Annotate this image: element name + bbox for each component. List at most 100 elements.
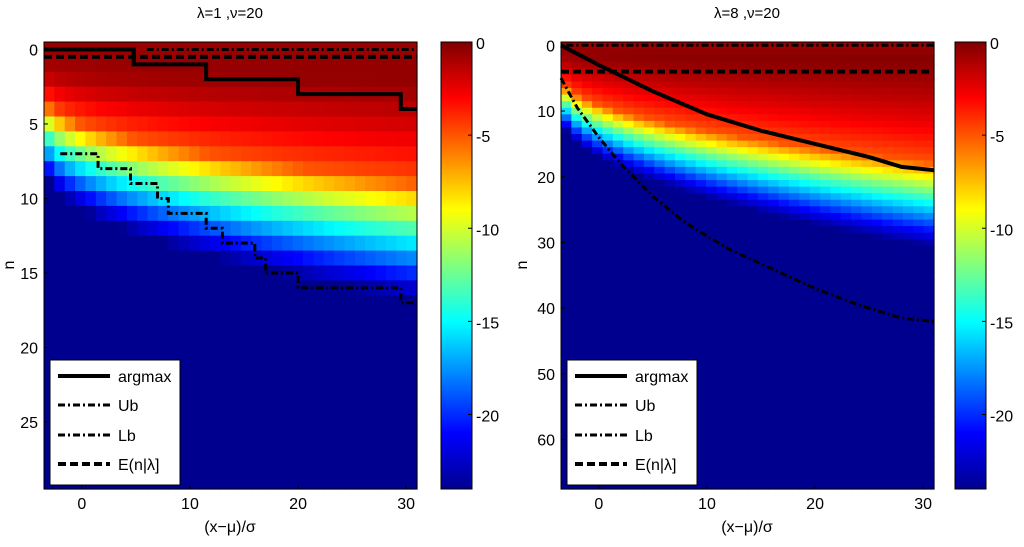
heatmap-cell [612,252,624,260]
heatmap-cell [654,232,666,240]
heatmap-cell [809,383,821,391]
heatmap-cell [602,337,614,345]
heatmap-cell [768,324,780,332]
heatmap-cell [303,131,314,147]
heatmap-cell [695,383,707,391]
heatmap-cell [747,245,759,253]
heatmap-cell [375,265,387,281]
heatmap-cell [44,161,55,177]
heatmap-cell [882,298,894,306]
heatmap-cell [892,134,904,142]
heatmap-cell [313,459,325,475]
heatmap-cell [788,114,800,122]
heatmap-cell [95,191,107,207]
heatmap-cell [685,101,697,109]
heatmap-cell [882,232,894,240]
heatmap-cell [75,340,87,356]
heatmap-cell [199,369,211,386]
heatmap-cell [695,475,707,484]
heatmap-cell [726,193,738,201]
heatmap-cell [820,449,831,457]
heatmap-cell [344,220,356,237]
heatmap-cell [799,206,811,214]
heatmap-cell [799,212,811,221]
heatmap-cell [871,120,883,129]
heatmap-cell [602,61,614,69]
heatmap-cell [913,423,925,431]
heatmap-cell [809,114,821,122]
heatmap-cell [561,140,572,148]
heatmap-cell [571,285,583,293]
heatmap-cell [685,291,697,299]
heatmap-cell [913,232,925,240]
heatmap-cell [830,410,842,418]
heatmap-cell [778,304,790,313]
heatmap-cell [685,134,697,142]
heatmap-cell [674,245,686,253]
heatmap-cell [861,160,873,168]
heatmap-cell [365,325,377,341]
heatmap-cell [571,180,583,188]
heatmap-cell [861,344,873,352]
heatmap-cell [799,403,811,411]
legend-argmax-label: argmax [118,369,171,386]
heatmap-cell [592,147,604,155]
heatmap-cell [799,127,811,135]
heatmap-cell [137,161,149,177]
heatmap-cell [95,280,107,296]
panel-left-legend: argmax Ub Lb E(n|λ] [49,359,181,486]
heatmap-cell [406,146,418,162]
heatmap-cell [209,429,221,445]
heatmap-cell [747,239,759,247]
heatmap-cell [623,173,635,181]
heatmap-cell [923,344,935,352]
heatmap-cell [788,462,800,470]
heatmap-cell [44,265,55,281]
heatmap-cell [654,278,666,286]
heatmap-cell [344,101,356,118]
heatmap-cell [913,337,925,345]
heatmap-cell [561,61,572,69]
heatmap-cell [303,310,314,326]
heatmap-cell [199,444,211,460]
heatmap-cell [178,384,190,401]
heatmap-cell [261,131,273,147]
heatmap-cell [581,219,593,227]
heatmap-cell [757,219,769,227]
heatmap-cell [581,160,593,168]
heatmap-cell [581,324,593,332]
heatmap-cell [861,55,873,63]
heatmap-cell [157,116,169,132]
heatmap-cell [861,462,873,470]
heatmap-cell [334,250,346,267]
heatmap-cell [737,206,749,214]
heatmap-cell [385,191,397,207]
heatmap-cell [571,199,583,207]
heatmap-cell [385,265,397,281]
heatmap-cell [209,146,221,162]
panel-right-legend: argmax Ub Lb E(n|λ] [566,359,698,486]
heatmap-cell [830,48,842,56]
heatmap-cell [820,127,831,135]
heatmap-cell [209,474,221,490]
heatmap-cell [106,101,118,118]
heatmap-cell [820,337,831,345]
heatmap-cell [788,258,800,267]
heatmap-cell [923,390,935,398]
heatmap-cell [778,278,790,286]
heatmap-cell [861,265,873,273]
heatmap-cell [902,48,914,56]
heatmap-cell [354,101,366,118]
heatmap-cell [757,324,769,332]
heatmap-cell [303,220,314,237]
heatmap-cell [861,324,873,332]
heatmap-cell [561,134,572,142]
heatmap-cell [902,403,914,411]
heatmap-cell [116,250,128,267]
heatmap-cell [757,383,769,391]
heatmap-cell [871,107,883,115]
heatmap-cell [654,61,666,69]
heatmap-cell [561,416,572,424]
heatmap-cell [147,205,159,222]
heatmap-cell [923,140,935,148]
